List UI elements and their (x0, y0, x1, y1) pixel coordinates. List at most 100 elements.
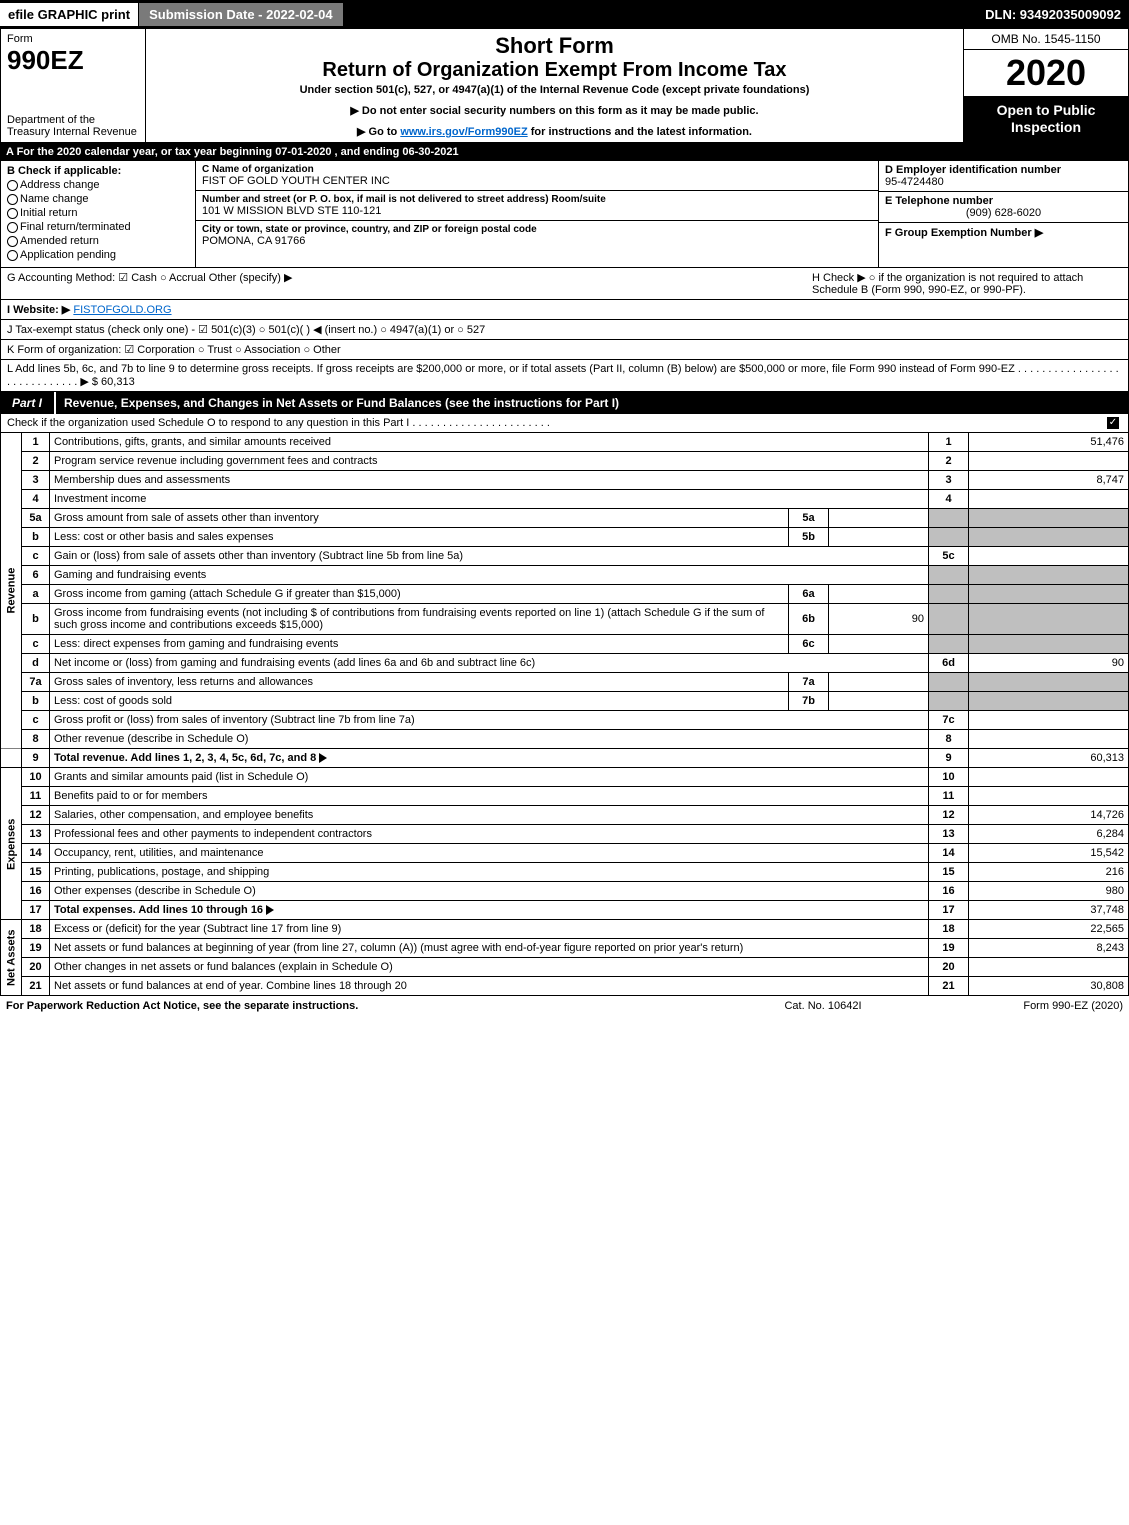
line-21-no: 21 (22, 977, 50, 996)
line-17-desc: Total expenses. Add lines 10 through 16 (50, 901, 929, 920)
line-6d-no: d (22, 654, 50, 673)
line-11-val (969, 787, 1129, 806)
website-label: I Website: ▶ (7, 304, 70, 316)
line-17-desc-text: Total expenses. Add lines 10 through 16 (54, 904, 263, 916)
check-label: Initial return (20, 207, 77, 219)
line-14-no: 14 (22, 844, 50, 863)
line-20-ref: 20 (929, 958, 969, 977)
line-1-ref: 1 (929, 433, 969, 452)
check-label: Amended return (20, 235, 99, 247)
line-9-desc-text: Total revenue. Add lines 1, 2, 3, 4, 5c,… (54, 752, 316, 764)
website-link[interactable]: FISTOFGOLD.ORG (73, 304, 171, 316)
line-18-no: 18 (22, 920, 50, 939)
line-7a-sub: 7a (789, 673, 829, 692)
line-11-no: 11 (22, 787, 50, 806)
tax-year: 2020 (964, 50, 1128, 96)
line-5c-desc: Gain or (loss) from sale of assets other… (50, 547, 929, 566)
line-8-desc: Other revenue (describe in Schedule O) (50, 730, 929, 749)
shaded-cell (929, 528, 969, 547)
line-4-no: 4 (22, 490, 50, 509)
line-8-val (969, 730, 1129, 749)
line-6a-sub: 6a (789, 585, 829, 604)
shaded-cell (969, 604, 1129, 635)
group-exemption-block: F Group Exemption Number ▶ (879, 223, 1128, 242)
line-4-ref: 4 (929, 490, 969, 509)
check-address-change[interactable]: Address change (7, 179, 189, 191)
b-label: B Check if applicable: (7, 165, 189, 177)
blank-vlabel (1, 749, 22, 768)
line-13-ref: 13 (929, 825, 969, 844)
part1-check-row: Check if the organization used Schedule … (0, 414, 1129, 433)
check-name-change[interactable]: Name change (7, 193, 189, 205)
footer: For Paperwork Reduction Act Notice, see … (0, 996, 1129, 1016)
line-7a-no: 7a (22, 673, 50, 692)
arrow-icon (319, 753, 327, 763)
form-label: Form (7, 33, 139, 45)
check-initial-return[interactable]: Initial return (7, 207, 189, 219)
shaded-cell (969, 692, 1129, 711)
line-7c-desc: Gross profit or (loss) from sales of inv… (50, 711, 929, 730)
line-5a-sub: 5a (789, 509, 829, 528)
line-12-val: 14,726 (969, 806, 1129, 825)
shaded-cell (929, 566, 969, 585)
check-label: Address change (20, 179, 100, 191)
form-number: 990EZ (7, 45, 139, 76)
line-19-desc: Net assets or fund balances at beginning… (50, 939, 929, 958)
efile-print-label[interactable]: efile GRAPHIC print (0, 3, 138, 26)
shaded-cell (929, 585, 969, 604)
check-final-return[interactable]: Final return/terminated (7, 221, 189, 233)
line-17-no: 17 (22, 901, 50, 920)
short-form-title: Short Form (152, 33, 957, 59)
line-5c-val (969, 547, 1129, 566)
line-16-val: 980 (969, 882, 1129, 901)
row-a-tax-year: A For the 2020 calendar year, or tax yea… (0, 143, 1129, 161)
line-10-desc: Grants and similar amounts paid (list in… (50, 768, 929, 787)
line-14-desc: Occupancy, rent, utilities, and maintena… (50, 844, 929, 863)
line-6-desc: Gaming and fundraising events (50, 566, 929, 585)
line-6c-no: c (22, 635, 50, 654)
line-15-val: 216 (969, 863, 1129, 882)
shaded-cell (929, 635, 969, 654)
line-2-no: 2 (22, 452, 50, 471)
group-label: F Group Exemption Number ▶ (885, 226, 1122, 239)
city: POMONA, CA 91766 (202, 235, 872, 247)
line-6c-sub: 6c (789, 635, 829, 654)
line-5b-desc: Less: cost or other basis and sales expe… (50, 528, 789, 547)
shaded-cell (969, 635, 1129, 654)
line-1-desc: Contributions, gifts, grants, and simila… (50, 433, 929, 452)
phone-label: E Telephone number (885, 195, 1122, 207)
check-amended-return[interactable]: Amended return (7, 235, 189, 247)
org-name: FIST OF GOLD YOUTH CENTER INC (202, 175, 872, 187)
street-block: Number and street (or P. O. box, if mail… (196, 191, 878, 221)
instructions-link[interactable]: www.irs.gov/Form990EZ (400, 126, 527, 138)
line-20-no: 20 (22, 958, 50, 977)
line-7c-val (969, 711, 1129, 730)
part1-checkbox[interactable]: ✓ (1107, 417, 1119, 429)
line-10-val (969, 768, 1129, 787)
line-15-ref: 15 (929, 863, 969, 882)
section-c: C Name of organization FIST OF GOLD YOUT… (196, 161, 878, 267)
shaded-cell (969, 509, 1129, 528)
dln-number: DLN: 93492035009092 (977, 3, 1129, 26)
line-18-desc: Excess or (deficit) for the year (Subtra… (50, 920, 929, 939)
line-13-no: 13 (22, 825, 50, 844)
line-4-desc: Investment income (50, 490, 929, 509)
org-name-block: C Name of organization FIST OF GOLD YOUT… (196, 161, 878, 191)
line-9-val: 60,313 (969, 749, 1129, 768)
shaded-cell (929, 692, 969, 711)
part1-check-text: Check if the organization used Schedule … (7, 417, 1107, 429)
catalog-number: Cat. No. 10642I (723, 1000, 923, 1012)
header-right: OMB No. 1545-1150 2020 Open to Public In… (963, 29, 1128, 142)
shaded-cell (929, 509, 969, 528)
line-6b-sub: 6b (789, 604, 829, 635)
return-title: Return of Organization Exempt From Incom… (152, 59, 957, 82)
line-6b-no: b (22, 604, 50, 635)
check-application-pending[interactable]: Application pending (7, 249, 189, 261)
line-7a-desc: Gross sales of inventory, less returns a… (50, 673, 789, 692)
line-10-no: 10 (22, 768, 50, 787)
line-16-desc: Other expenses (describe in Schedule O) (50, 882, 929, 901)
row-gh: G Accounting Method: ☑ Cash ○ Accrual Ot… (0, 268, 1129, 300)
line-12-ref: 12 (929, 806, 969, 825)
shaded-cell (929, 673, 969, 692)
ein-label: D Employer identification number (885, 164, 1122, 176)
